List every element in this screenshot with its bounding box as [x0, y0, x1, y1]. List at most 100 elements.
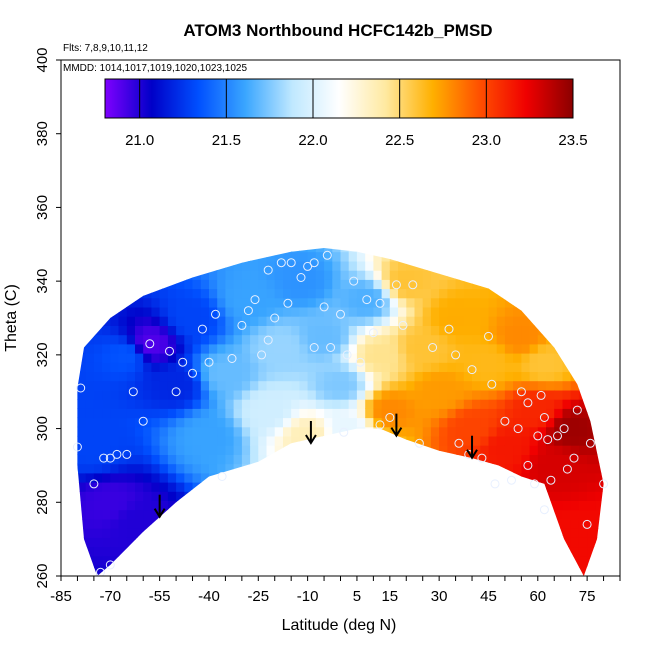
field-cell [497, 233, 506, 243]
field-cell [488, 509, 498, 520]
field-cell [562, 306, 572, 317]
field-cell [587, 316, 596, 326]
field-cell [118, 399, 128, 409]
field-cell [348, 288, 358, 299]
field-cell [233, 500, 243, 511]
field-cell [488, 472, 498, 483]
field-cell [587, 297, 596, 308]
field-cell [167, 288, 177, 299]
field-cell [143, 408, 152, 419]
field-cell [463, 325, 473, 336]
field-cell [192, 408, 202, 419]
field-cell [496, 426, 506, 437]
field-cell [250, 445, 259, 455]
field-cell [529, 306, 539, 317]
field-cell [167, 482, 177, 492]
sample-point [507, 475, 516, 485]
field-cell [414, 546, 424, 557]
field-cell [562, 500, 572, 511]
field-cell [299, 537, 309, 548]
field-cell [250, 334, 259, 345]
field-cell [562, 454, 572, 465]
field-cell [241, 500, 251, 511]
field-cell [546, 426, 555, 437]
field-cell [356, 555, 366, 566]
field-cell [110, 325, 120, 336]
field-cell [612, 556, 621, 566]
field-cell [340, 343, 350, 354]
field-cell [102, 399, 111, 409]
field-cell [193, 233, 202, 243]
field-cell [291, 297, 300, 308]
field-cell [373, 306, 383, 317]
field-cell [233, 334, 243, 345]
field-cell [480, 306, 490, 317]
field-cell [209, 389, 218, 400]
field-cell [241, 279, 251, 290]
field-cell [570, 509, 580, 520]
sample-point [178, 357, 188, 367]
field-cell [356, 426, 366, 437]
field-cell [176, 509, 185, 520]
field-cell [307, 288, 317, 299]
field-cell [118, 555, 128, 566]
field-cell [504, 426, 514, 437]
field-cell [93, 279, 103, 290]
sample-point [536, 390, 546, 400]
field-cell [200, 491, 210, 501]
field-cell [422, 288, 432, 299]
field-cell [258, 564, 268, 575]
field-cell [496, 463, 506, 474]
field-cell [217, 555, 226, 566]
field-cell [209, 362, 218, 372]
field-cell [447, 555, 457, 566]
field-cell [422, 509, 432, 520]
field-cell [496, 546, 506, 557]
field-cell [200, 297, 210, 308]
field-cell [578, 399, 588, 409]
x-axis-label: Latitude (deg N) [282, 617, 397, 634]
field-cell [307, 454, 317, 465]
field-cell [283, 528, 292, 538]
field-cell [332, 472, 342, 483]
field-cell [200, 546, 210, 557]
field-cell [93, 426, 103, 437]
field-cell [126, 399, 136, 409]
field-cell [217, 248, 226, 253]
field-cell [167, 445, 177, 455]
field-cell [537, 334, 547, 345]
colorbar-tick-label: 22.5 [385, 132, 414, 149]
field-cell [612, 500, 621, 510]
field-cell [447, 334, 457, 345]
field-cell [241, 528, 251, 538]
field-cell [184, 288, 194, 299]
field-cell [61, 307, 70, 317]
field-cell [381, 435, 391, 446]
field-cell [389, 334, 399, 345]
field-cell [406, 288, 416, 299]
field-cell [529, 334, 539, 345]
field-cell [414, 389, 424, 400]
field-cell [299, 426, 309, 437]
field-cell [439, 482, 448, 492]
field-cell [521, 564, 531, 575]
field-cell [143, 248, 152, 253]
field-cell [274, 380, 284, 391]
field-cell [463, 260, 473, 271]
field-cell [126, 417, 136, 428]
field-cell [126, 518, 136, 529]
field-cell [324, 546, 333, 557]
field-cell [447, 371, 457, 382]
field-cell [176, 445, 185, 455]
field-cell [480, 380, 490, 391]
field-cell [258, 491, 268, 501]
field-cell [233, 306, 243, 317]
field-cell [488, 463, 498, 474]
field-cell [291, 555, 300, 566]
field-cell [233, 380, 243, 391]
field-cell [258, 426, 268, 437]
field-cell [340, 306, 350, 317]
field-cell [102, 306, 111, 317]
field-cell [340, 288, 350, 299]
field-cell [406, 491, 416, 501]
